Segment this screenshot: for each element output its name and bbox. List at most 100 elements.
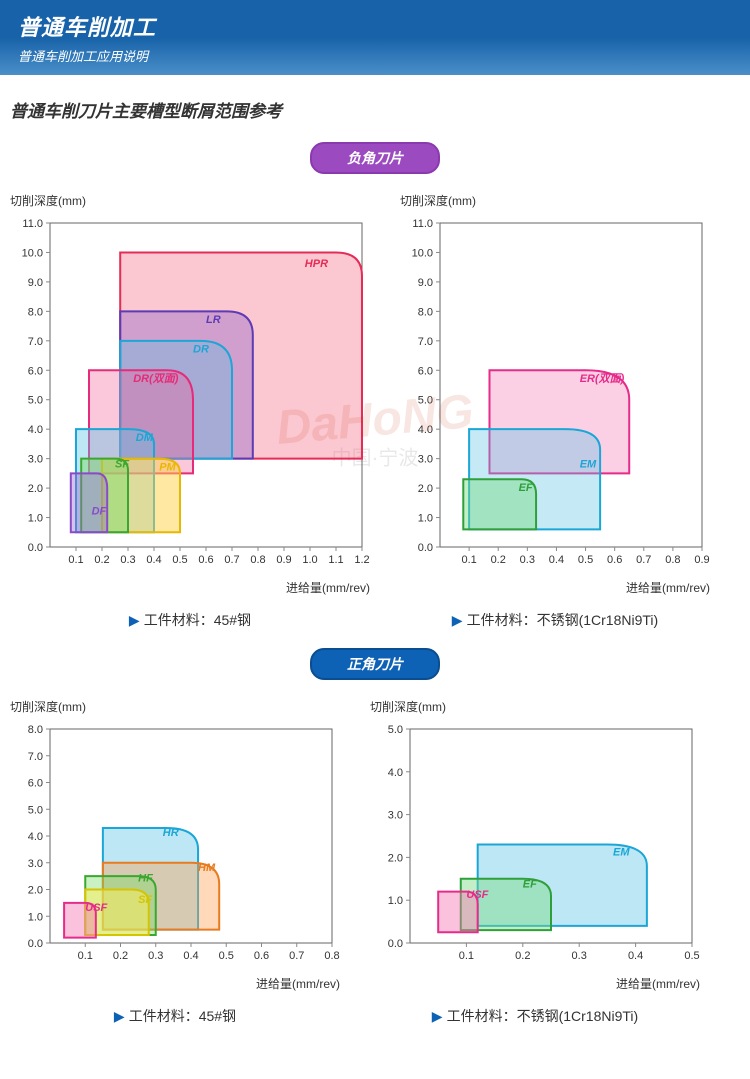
svg-text:0.9: 0.9 (694, 554, 709, 566)
header-subtitle: 普通车削加工应用说明 (18, 46, 732, 65)
svg-text:3.0: 3.0 (388, 810, 403, 822)
svg-text:0.3: 0.3 (148, 950, 163, 962)
svg-text:0.4: 0.4 (628, 950, 643, 962)
chart-2: 切削深度(mm) 0.10.20.30.40.50.60.70.80.90.01… (400, 192, 710, 648)
svg-text:DR: DR (193, 344, 209, 356)
chart1-ylabel: 切削深度(mm) (10, 192, 370, 209)
svg-text:10.0: 10.0 (22, 247, 43, 259)
chart1-xlabel: 进给量(mm/rev) (10, 579, 370, 596)
pill-positive: 正角刀片 (310, 648, 440, 680)
svg-text:HM: HM (198, 862, 216, 874)
chart4-material: 工件材料：不锈钢(1Cr18Ni9Ti) (370, 1006, 700, 1026)
svg-text:0.6: 0.6 (198, 554, 213, 566)
svg-text:0.5: 0.5 (219, 950, 234, 962)
svg-text:HF: HF (138, 872, 153, 884)
svg-text:1.0: 1.0 (28, 911, 43, 923)
svg-text:4.0: 4.0 (28, 831, 43, 843)
svg-text:0.5: 0.5 (172, 554, 187, 566)
svg-text:6.0: 6.0 (28, 778, 43, 790)
svg-text:0.7: 0.7 (224, 554, 239, 566)
chart1-material: 工件材料：45#钢 (10, 610, 370, 630)
header-banner: 普通车削加工 普通车削加工应用说明 (0, 0, 750, 75)
svg-text:2.0: 2.0 (28, 483, 43, 495)
svg-text:1.0: 1.0 (418, 513, 433, 525)
svg-text:SF: SF (115, 458, 129, 470)
svg-text:6.0: 6.0 (28, 365, 43, 377)
svg-text:0.3: 0.3 (572, 950, 587, 962)
svg-text:0.1: 0.1 (68, 554, 83, 566)
svg-text:5.0: 5.0 (28, 395, 43, 407)
svg-text:7.0: 7.0 (28, 751, 43, 763)
svg-text:EF: EF (519, 482, 533, 494)
chart-1: 切削深度(mm) 0.1 0.2 0.3 0.4 0.5 0.6 0.7 0.8 0.9 1.0 1… (10, 192, 370, 648)
svg-text:10.0: 10.0 (412, 247, 433, 259)
svg-text:3.0: 3.0 (418, 454, 433, 466)
svg-text:0.1: 0.1 (459, 950, 474, 962)
svg-text:USF: USF (85, 902, 107, 914)
svg-text:1.1: 1.1 (328, 554, 343, 566)
svg-text:0.2: 0.2 (491, 554, 506, 566)
svg-text:1.0: 1.0 (28, 513, 43, 525)
svg-text:11.0: 11.0 (412, 218, 433, 230)
svg-text:0.7: 0.7 (289, 950, 304, 962)
svg-text:EM: EM (580, 458, 597, 470)
svg-text:0.2: 0.2 (94, 554, 109, 566)
svg-text:0.5: 0.5 (578, 554, 593, 566)
svg-text:3.0: 3.0 (28, 858, 43, 870)
svg-text:DR(双面): DR(双面) (133, 373, 179, 385)
svg-text:0.2: 0.2 (515, 950, 530, 962)
svg-text:2.0: 2.0 (388, 852, 403, 864)
svg-text:0.0: 0.0 (418, 542, 433, 554)
svg-text:0.2: 0.2 (113, 950, 128, 962)
svg-text:LR: LR (206, 314, 221, 326)
chart2-xlabel: 进给量(mm/rev) (400, 579, 710, 596)
svg-text:0.8: 0.8 (250, 554, 265, 566)
svg-text:1.0: 1.0 (388, 895, 403, 907)
svg-text:DF: DF (92, 506, 107, 518)
svg-text:PM: PM (159, 461, 176, 473)
svg-text:4.0: 4.0 (418, 424, 433, 436)
svg-text:0.4: 0.4 (146, 554, 161, 566)
svg-text:8.0: 8.0 (418, 306, 433, 318)
svg-text:0.3: 0.3 (120, 554, 135, 566)
svg-text:EM: EM (613, 846, 630, 858)
chart3-material: 工件材料：45#钢 (10, 1006, 340, 1026)
svg-text:ER(双面): ER(双面) (580, 373, 625, 385)
chart2-material: 工件材料：不锈钢(1Cr18Ni9Ti) (400, 610, 710, 630)
svg-text:2.0: 2.0 (418, 483, 433, 495)
svg-text:EF: EF (523, 878, 537, 890)
svg-text:8.0: 8.0 (28, 306, 43, 318)
svg-text:5.0: 5.0 (418, 395, 433, 407)
section-title: 普通车削刀片主要槽型断屑范围参考 (10, 97, 750, 122)
svg-text:4.0: 4.0 (388, 767, 403, 779)
svg-text:3.0: 3.0 (28, 454, 43, 466)
svg-text:0.3: 0.3 (520, 554, 535, 566)
svg-text:0.0: 0.0 (28, 938, 43, 950)
svg-text:DM: DM (136, 432, 154, 444)
svg-text:0.1: 0.1 (461, 554, 476, 566)
svg-text:0.6: 0.6 (254, 950, 269, 962)
svg-text:1.2: 1.2 (354, 554, 369, 566)
svg-text:0.7: 0.7 (636, 554, 651, 566)
svg-text:9.0: 9.0 (418, 277, 433, 289)
svg-text:0.9: 0.9 (276, 554, 291, 566)
svg-text:0.4: 0.4 (183, 950, 198, 962)
svg-text:SF: SF (138, 894, 152, 906)
svg-text:9.0: 9.0 (28, 277, 43, 289)
svg-text:5.0: 5.0 (28, 804, 43, 816)
svg-text:7.0: 7.0 (28, 336, 43, 348)
svg-text:0.0: 0.0 (28, 542, 43, 554)
svg-text:1.0: 1.0 (302, 554, 317, 566)
svg-text:0.6: 0.6 (607, 554, 622, 566)
svg-text:0.0: 0.0 (388, 938, 403, 950)
svg-text:2.0: 2.0 (28, 885, 43, 897)
chart-3: 切削深度(mm) 0.10.20.30.40.50.60.70.80.01.02… (10, 698, 340, 1044)
chart3-ylabel: 切削深度(mm) (10, 698, 340, 715)
svg-text:0.4: 0.4 (549, 554, 564, 566)
svg-text:11.0: 11.0 (22, 218, 43, 230)
svg-text:0.5: 0.5 (684, 950, 699, 962)
svg-text:USF: USF (466, 889, 488, 901)
svg-text:HR: HR (163, 827, 179, 839)
svg-text:7.0: 7.0 (418, 336, 433, 348)
svg-text:HPR: HPR (305, 258, 328, 270)
